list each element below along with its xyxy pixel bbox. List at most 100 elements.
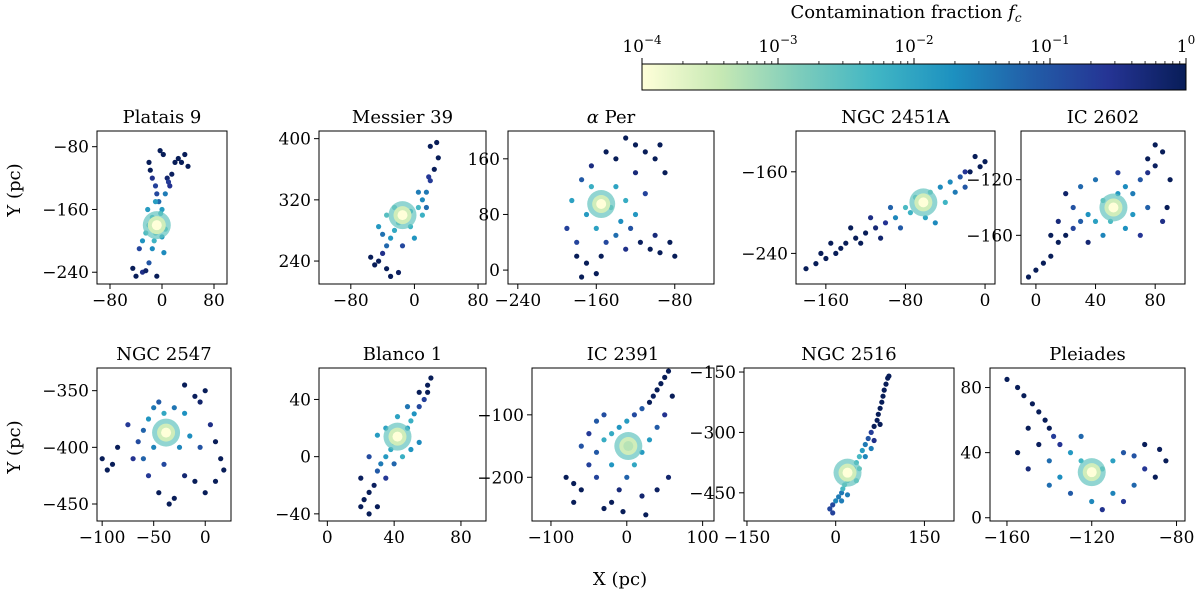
data-point bbox=[1015, 384, 1021, 391]
data-point bbox=[836, 494, 842, 500]
x-tick-label: −80 bbox=[92, 291, 128, 311]
data-point bbox=[149, 246, 155, 252]
data-point bbox=[135, 439, 141, 445]
data-point bbox=[588, 184, 595, 190]
x-tick-label: 0 bbox=[200, 528, 211, 548]
data-point bbox=[1110, 458, 1116, 464]
data-point bbox=[408, 418, 414, 424]
x-tick-label: 80 bbox=[450, 528, 472, 548]
data-point bbox=[667, 239, 673, 245]
data-point bbox=[882, 220, 889, 226]
data-point bbox=[962, 184, 968, 190]
data-point bbox=[411, 235, 417, 241]
y-tick-label: −240 bbox=[741, 244, 788, 264]
data-point bbox=[423, 189, 429, 195]
data-point bbox=[380, 231, 386, 237]
data-point bbox=[172, 159, 178, 165]
data-point bbox=[868, 429, 874, 435]
panel-title: Pleiades bbox=[1049, 344, 1125, 365]
data-point bbox=[202, 490, 208, 496]
data-point bbox=[419, 197, 425, 203]
data-point bbox=[197, 399, 203, 405]
y-tick-label: 400 bbox=[279, 130, 311, 150]
x-tick-label: −80 bbox=[333, 291, 369, 311]
data-point bbox=[149, 175, 155, 181]
data-point bbox=[828, 240, 834, 246]
x-tick-label: −50 bbox=[136, 528, 172, 548]
data-point bbox=[399, 243, 406, 249]
y-tick-label: −150 bbox=[689, 363, 736, 383]
data-point bbox=[152, 199, 159, 205]
panel-6: NGC 2547 −100 −50 0 −350 −400 −450 bbox=[42, 344, 232, 548]
data-point bbox=[371, 482, 377, 488]
data-point bbox=[982, 159, 988, 165]
data-point bbox=[161, 461, 167, 467]
x-tick-label: −120 bbox=[1068, 528, 1115, 548]
data-point bbox=[823, 255, 829, 262]
data-point bbox=[1164, 204, 1170, 211]
data-point bbox=[833, 250, 839, 256]
data-point bbox=[384, 243, 390, 249]
x-tick-label: 0 bbox=[157, 291, 168, 311]
data-point bbox=[109, 461, 116, 467]
x-tick-label: −80 bbox=[657, 291, 693, 311]
data-point bbox=[632, 170, 639, 176]
data-point bbox=[658, 381, 664, 387]
data-point bbox=[578, 443, 584, 449]
data-point bbox=[1063, 232, 1069, 238]
cluster-center bbox=[397, 210, 408, 221]
data-point bbox=[1120, 498, 1127, 505]
data-point bbox=[1160, 218, 1166, 224]
panel-frame bbox=[96, 367, 232, 522]
data-point bbox=[408, 446, 414, 453]
data-point bbox=[416, 439, 422, 445]
x-tick-label: 0 bbox=[621, 528, 632, 548]
data-point bbox=[415, 204, 421, 211]
data-point bbox=[609, 462, 615, 468]
data-point bbox=[156, 399, 162, 405]
data-point bbox=[839, 490, 845, 496]
y-tick-label: −300 bbox=[689, 423, 736, 443]
data-point bbox=[877, 405, 883, 411]
data-point bbox=[1145, 156, 1151, 162]
data-point bbox=[358, 475, 364, 481]
data-point bbox=[1131, 482, 1137, 488]
data-point bbox=[650, 393, 656, 399]
y-tick-label: 240 bbox=[279, 252, 311, 272]
x-tick-label: −150 bbox=[724, 528, 771, 548]
data-point bbox=[427, 178, 433, 184]
data-point bbox=[425, 389, 431, 395]
y-axis-label-top: Y (pc) bbox=[4, 163, 25, 217]
data-point bbox=[416, 389, 422, 395]
data-point bbox=[922, 215, 929, 221]
data-point bbox=[391, 461, 397, 467]
x-tick-label: 100 bbox=[686, 528, 718, 548]
data-point bbox=[416, 404, 422, 410]
panel-title: Messier 39 bbox=[352, 107, 453, 128]
data-point bbox=[972, 153, 978, 160]
data-point bbox=[652, 156, 658, 162]
data-point bbox=[1063, 191, 1069, 197]
data-point bbox=[578, 487, 584, 493]
data-point bbox=[202, 388, 208, 394]
x-axis-label: X (pc) bbox=[593, 569, 647, 590]
data-point bbox=[624, 418, 630, 424]
data-point bbox=[1145, 170, 1151, 176]
data-point bbox=[1122, 184, 1128, 190]
data-point bbox=[391, 227, 398, 233]
data-point bbox=[162, 191, 168, 197]
data-point bbox=[1110, 490, 1116, 496]
data-point bbox=[435, 155, 441, 161]
data-point bbox=[378, 461, 384, 467]
colorbar: Contamination fraction fc 10−4 10−3 10−2 10… bbox=[622, 2, 1195, 91]
data-point bbox=[380, 250, 386, 256]
data-point bbox=[871, 423, 877, 429]
y-tick-label: 160 bbox=[468, 150, 500, 170]
data-point bbox=[647, 246, 653, 252]
data-point bbox=[657, 142, 663, 148]
panel-title: IC 2391 bbox=[587, 344, 659, 365]
data-point bbox=[628, 225, 634, 231]
data-point bbox=[212, 478, 219, 484]
